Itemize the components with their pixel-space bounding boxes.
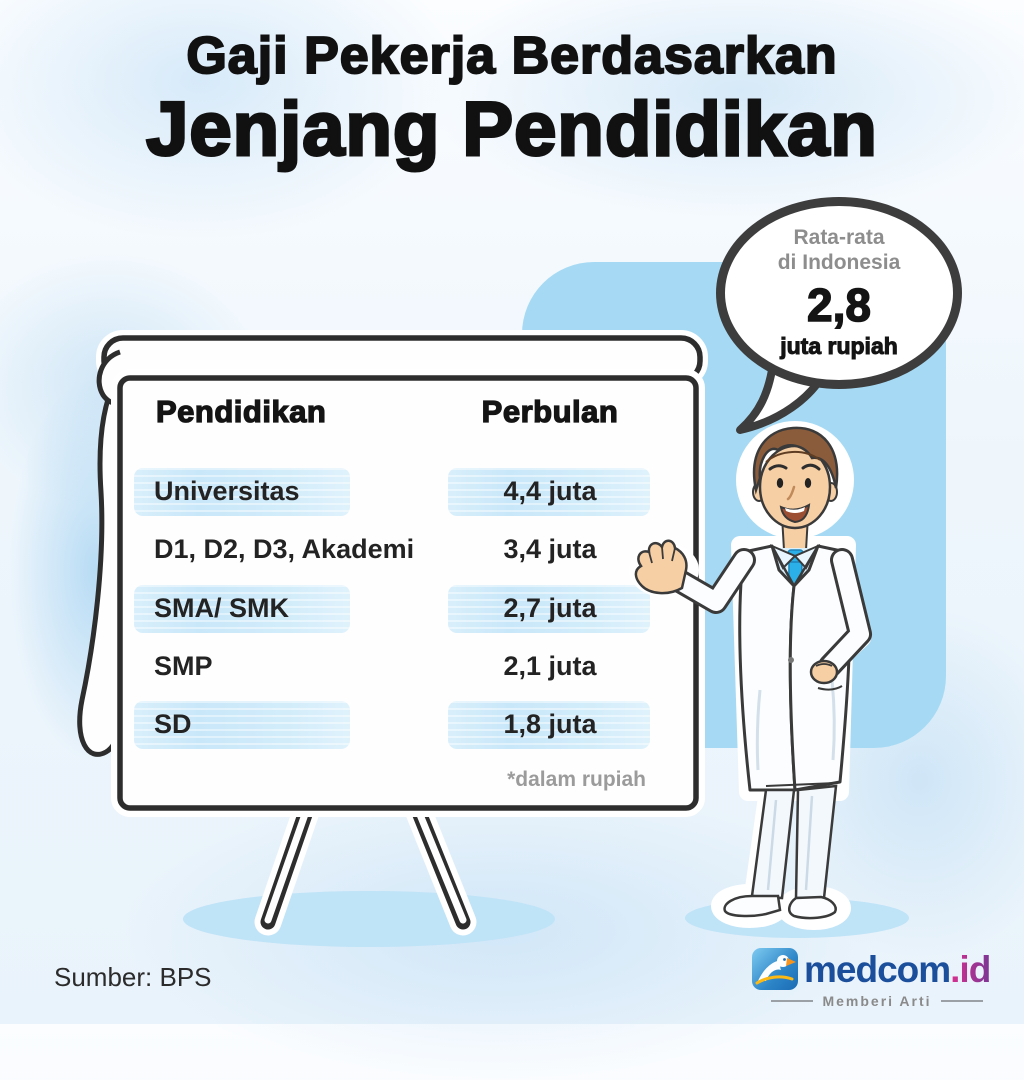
presenter-shoes	[723, 894, 782, 918]
salary-value: 1,8 juta	[503, 709, 597, 739]
bubble-unit: juta rupiah	[780, 332, 899, 359]
medcom-eagle-icon	[752, 948, 798, 990]
table-footnote: *dalam rupiah	[507, 768, 646, 791]
data-source: Sumber: BPS	[54, 962, 212, 992]
tagline-rule-right	[940, 1000, 983, 1002]
education-level: SMP	[154, 651, 213, 681]
medcom-logo: medcom.id Memberi Arti	[752, 948, 1002, 1009]
row-highlight-band	[448, 468, 650, 516]
salary-value: 2,1 juta	[503, 651, 597, 681]
education-level: D1, D2, D3, Akademi	[154, 534, 415, 564]
infographic-title-line1: Gaji Pekerja Berdasarkan	[185, 26, 838, 86]
row-highlight-band	[134, 468, 350, 516]
salary-table: Pendidikan Perbulan Universitas 4,4 juta…	[120, 378, 696, 808]
row-highlight-band	[448, 701, 650, 749]
row-highlight-band	[134, 701, 350, 749]
table-row: SD 1,8 juta	[120, 697, 696, 753]
infographic-title-line2: Jenjang Pendidikan	[145, 86, 879, 174]
column-header-education: Pendidikan	[155, 393, 327, 429]
medcom-wordmark: medcom.id	[804, 948, 991, 990]
easel-shadow	[183, 891, 555, 947]
table-row: SMP 2,1 juta	[120, 639, 696, 695]
presenter-shadow	[685, 898, 909, 938]
row-highlight-band	[134, 585, 350, 633]
salary-value: 3,4 juta	[503, 534, 597, 564]
medcom-brand-text: medcom	[804, 948, 951, 990]
easel-leg-left	[254, 786, 324, 936]
easel-leg-right	[400, 786, 477, 936]
table-row: Universitas 4,4 juta	[120, 464, 696, 520]
column-header-monthly: Perbulan	[481, 393, 619, 429]
table-row: SMA/ SMK 2,7 juta	[120, 581, 696, 637]
row-highlight-band	[448, 585, 650, 633]
salary-value: 4,4 juta	[503, 476, 597, 506]
education-level: Universitas	[154, 476, 300, 506]
salary-value: 2,7 juta	[503, 593, 597, 623]
medcom-tagline: Memberi Arti	[822, 993, 932, 1009]
bubble-label-line1: Rata-rata	[793, 226, 885, 250]
presenter-pants	[750, 788, 796, 900]
bubble-average-value: 2,8	[806, 278, 871, 332]
bubble-label-line2: di Indonesia	[777, 250, 901, 274]
watercolor-blob	[120, 780, 880, 1080]
education-level: SD	[154, 709, 192, 739]
tagline-rule-left	[771, 1000, 814, 1002]
medcom-tld-text: .id	[950, 948, 991, 990]
education-level: SMA/ SMK	[154, 593, 289, 623]
speech-bubble: Rata-rata di Indonesia 2,8 juta rupiah	[716, 197, 962, 389]
table-row: D1, D2, D3, Akademi 3,4 juta	[120, 522, 696, 578]
